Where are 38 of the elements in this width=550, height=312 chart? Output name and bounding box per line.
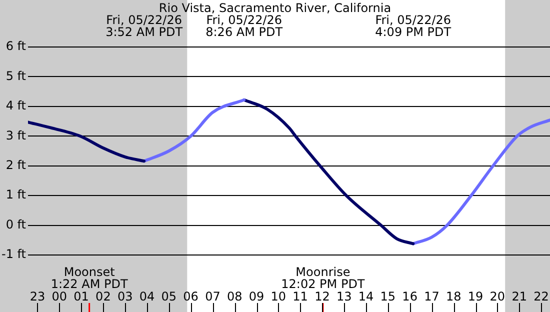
y-tick-label: 5 ft <box>6 68 26 83</box>
x-tick-label: 17 <box>424 289 440 304</box>
y-tick-label: 3 ft <box>6 128 26 142</box>
x-tick-label: 22 <box>534 289 549 304</box>
x-tick-label: 11 <box>292 289 308 304</box>
x-tick-label: 08 <box>226 289 242 304</box>
x-tick-label: 06 <box>183 289 198 304</box>
y-tick-label: 6 ft <box>6 39 26 54</box>
x-tick-label: 18 <box>446 289 462 304</box>
x-tick-label: 19 <box>468 289 484 304</box>
x-tick-label: 16 <box>402 289 418 304</box>
x-tick-label: 03 <box>117 289 133 304</box>
x-tick-label: 05 <box>161 289 177 304</box>
x-tick-label: 14 <box>358 289 374 304</box>
x-tick-label: 15 <box>380 289 396 304</box>
x-tick-label: 04 <box>139 289 155 304</box>
x-tick-label: 07 <box>205 289 220 304</box>
x-tick-label: 00 <box>52 289 68 304</box>
ref-line-label: Moonset 1:22 AM PDT <box>50 265 128 291</box>
x-tick-label: 20 <box>490 289 506 304</box>
x-tick-label: 21 <box>512 289 527 304</box>
text: Fri, 05/22/26 8:26 AM PDT <box>206 13 284 39</box>
x-tick-label: 23 <box>30 289 46 304</box>
x-tick-label: 09 <box>248 289 264 304</box>
x-tick-label: 02 <box>96 289 111 304</box>
x-tick-label: 13 <box>336 289 352 304</box>
x-tick-label: 10 <box>270 289 286 304</box>
y-tick-label: 1 ft <box>6 188 26 202</box>
x-tick-label: 12 <box>314 289 330 304</box>
text: Fri, 05/22/26 3:52 AM PDT <box>106 13 184 39</box>
text: Fri, 05/22/26 4:09 PM PDT <box>375 13 452 39</box>
y-tick-label: -1 ft <box>2 247 26 262</box>
x-tick-label: 01 <box>74 289 89 304</box>
y-tick-label: 4 ft <box>6 98 26 113</box>
y-tick-label: 2 ft <box>6 158 26 172</box>
y-tick-label: 0 ft <box>6 217 26 232</box>
ref-line-label: Moonrise 12:02 PM PDT <box>281 265 366 291</box>
chart-title: Rio Vista, Sacramento River, California <box>158 1 392 15</box>
